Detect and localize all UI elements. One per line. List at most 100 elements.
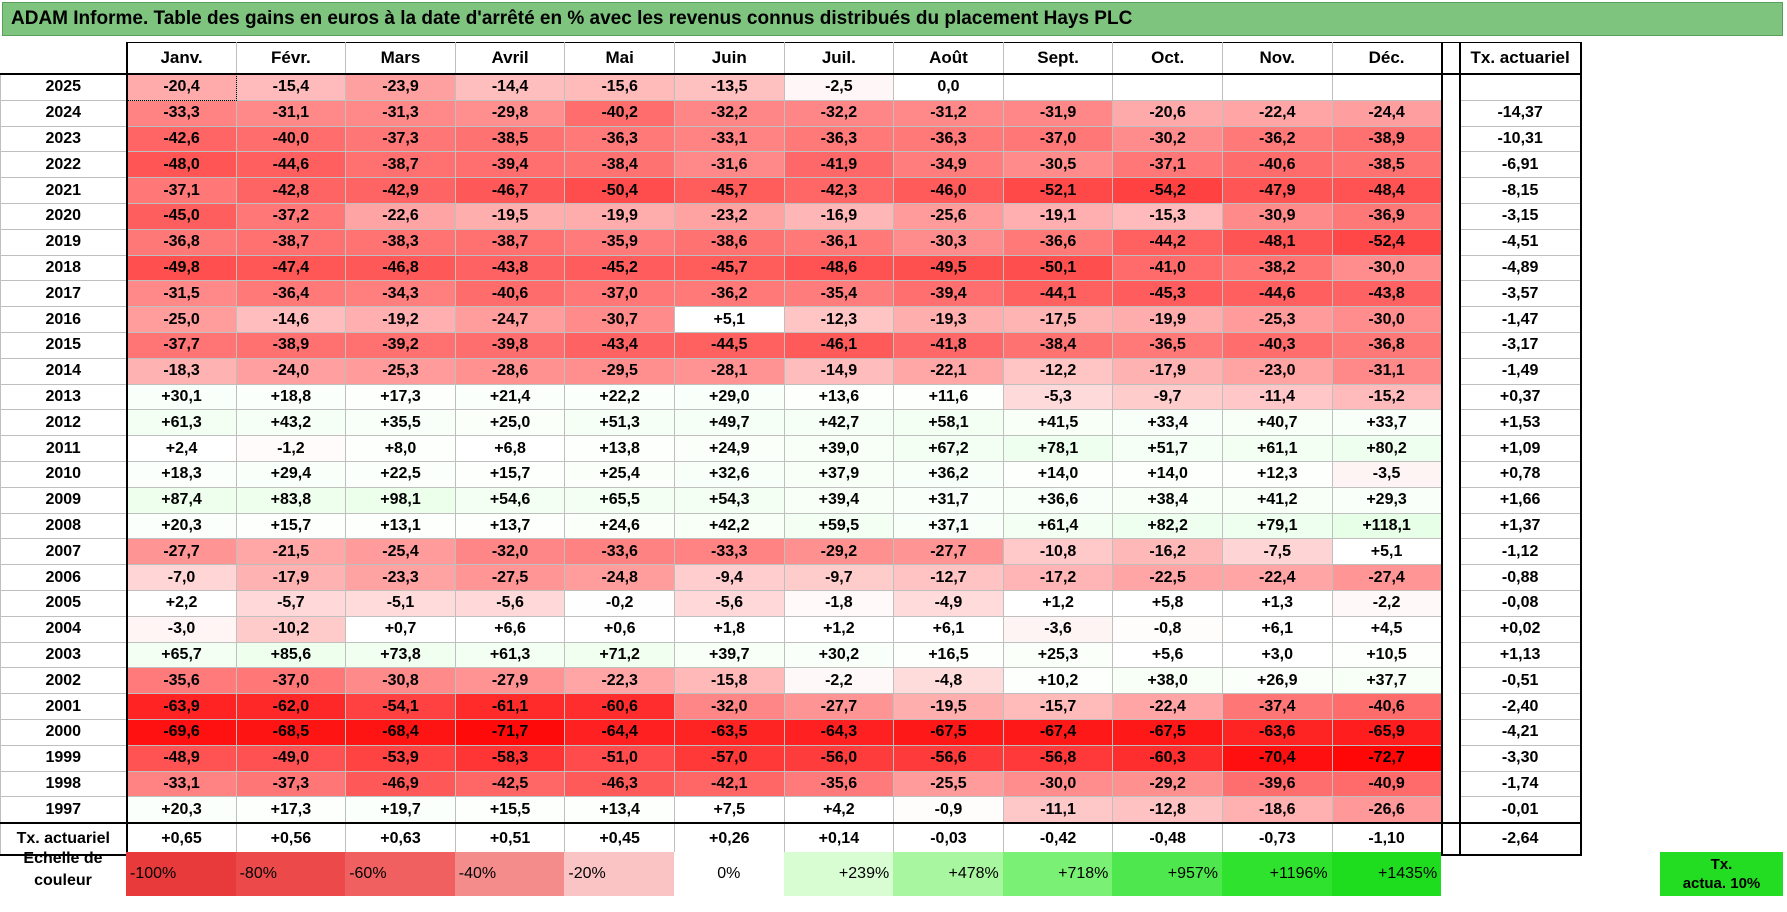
gain-cell: +0,6 [564,615,675,643]
footer-rate-cell: +0,63 [345,822,456,857]
gain-cell: -38,4 [564,151,675,179]
column-gap [1441,590,1460,617]
gain-cell: -38,7 [345,151,456,179]
year-label: 2025 [0,73,127,101]
table-row: 2016 -25,0 -14,6 -19,2 -24,7 -30,7 +5,1 -12,3 -1… [0,306,1582,333]
year-label: 2009 [0,486,127,514]
gain-cell: -23,2 [673,202,785,230]
gain-cell: -7,5 [1221,538,1333,566]
gain-cell: +36,6 [1002,486,1114,514]
gain-cell: -43,8 [454,254,566,282]
gain-cell: +22,5 [345,460,456,488]
color-scale-swatch: +1196% [1222,852,1332,896]
gain-cell: -35,6 [783,770,895,798]
rate-cell: -2,40 [1458,693,1582,720]
footer-label: Tx. actuariel [0,822,127,857]
color-scale-swatch: +957% [1112,852,1222,896]
gain-cell: -38,3 [345,228,456,256]
gain-cell: +37,7 [1331,667,1443,695]
gain-cell: -30,0 [1002,770,1114,798]
gain-cell: -0,9 [893,796,1004,824]
gain-cell: -48,6 [783,254,895,282]
gain-cell: -71,7 [454,718,566,746]
gain-cell: +87,4 [125,486,237,514]
gain-cell: +7,5 [673,796,785,824]
gain-cell: -22,1 [893,357,1004,385]
gain-cell: -30,2 [1112,125,1223,153]
year-label: 1998 [0,770,127,798]
rate-cell: -10,31 [1458,125,1582,153]
gain-cell: -38,2 [1221,254,1333,282]
gain-cell: +12,3 [1221,460,1333,488]
gain-cell: +78,1 [1002,435,1114,462]
column-gap [1441,126,1460,152]
gain-cell: -15,7 [1002,693,1114,720]
gain-cell: -51,0 [564,744,675,772]
year-label: 2012 [0,409,127,437]
gain-cell: +6,6 [454,615,566,643]
gain-cell: -19,1 [1002,202,1114,230]
gain-cell: -17,2 [1002,564,1114,591]
gain-cell: -53,9 [345,744,456,772]
gain-cell: -33,6 [564,538,675,566]
gain-cell: -30,7 [564,306,675,333]
gain-cell: -62,0 [235,693,347,720]
gain-cell: -39,6 [1221,770,1333,798]
rate-cell: -4,89 [1458,254,1582,282]
color-scale-swatch: +718% [1002,852,1113,896]
month-header: Nov. [1221,42,1333,75]
gain-cell: -40,6 [1331,693,1443,720]
footer-rate-cell: +0,14 [783,822,895,857]
footer-rate-cell: +0,51 [454,822,566,857]
color-scale-label-line2: couleur [34,872,92,889]
gain-cell: -46,1 [783,331,895,359]
gain-cell: +13,4 [564,796,675,824]
gain-cell: +80,2 [1331,435,1443,462]
gain-cell: +32,6 [673,460,785,488]
gain-cell: -24,4 [1331,99,1443,127]
column-gap [1441,409,1460,436]
gain-cell: -38,7 [235,228,347,256]
year-label: 2015 [0,331,127,359]
rate-cell: -8,15 [1458,177,1582,204]
gain-cell: -29,5 [564,357,675,385]
gain-cell: -25,0 [125,306,237,333]
gain-cell: +5,1 [1331,538,1443,566]
gain-cell: -15,3 [1112,202,1223,230]
gain-cell: -46,9 [345,770,456,798]
color-scale-swatch: -80% [235,852,346,896]
gain-cell: -38,6 [673,228,785,256]
gain-cell: -44,6 [235,151,347,179]
table-row: 2008 +20,3 +15,7 +13,1 +13,7 +24,6 +42,2 +59,5 +… [0,512,1582,540]
gain-cell: -2,2 [783,667,895,695]
gain-cell: -45,7 [673,254,785,282]
gain-cell: -1,2 [235,435,347,462]
gain-cell: -0,8 [1112,615,1223,643]
gain-cell: -64,3 [783,718,895,746]
gain-cell: -43,4 [564,331,675,359]
year-label: 2014 [0,357,127,385]
gain-cell: +6,8 [454,435,566,462]
rate-cell: +0,02 [1458,615,1582,643]
gain-cell: -19,5 [893,693,1004,720]
column-gap [1441,384,1460,410]
gain-cell: +43,2 [235,409,347,437]
gain-cell: -39,4 [454,151,566,179]
year-label: 1997 [0,796,127,824]
gain-cell: +25,4 [564,460,675,488]
gain-cell: -24,7 [454,306,566,333]
rate-scale-swatch: Tx. actua. 10% [1660,852,1783,896]
table-row: 2024 -33,3 -31,1 -31,3 -29,8 -40,2 -32,2 -32,2-… [0,99,1582,127]
gain-cell: -4,8 [893,667,1004,695]
footer-rate-cell: -0,42 [1002,822,1114,857]
gain-cell: -60,6 [564,693,675,720]
gain-cell: +61,1 [1221,435,1333,462]
gain-cell: -30,9 [1221,202,1333,230]
gain-cell: -15,8 [673,667,785,695]
table-row: 2017 -31,5 -36,4 -34,3 -40,6 -37,0 -36,2 -35,4-… [0,280,1582,308]
rate-cell: -3,30 [1458,744,1582,772]
gain-cell [1112,73,1223,101]
gain-cell: -64,4 [564,718,675,746]
gain-cell: +38,0 [1112,667,1223,695]
gain-cell: +82,2 [1112,512,1223,540]
